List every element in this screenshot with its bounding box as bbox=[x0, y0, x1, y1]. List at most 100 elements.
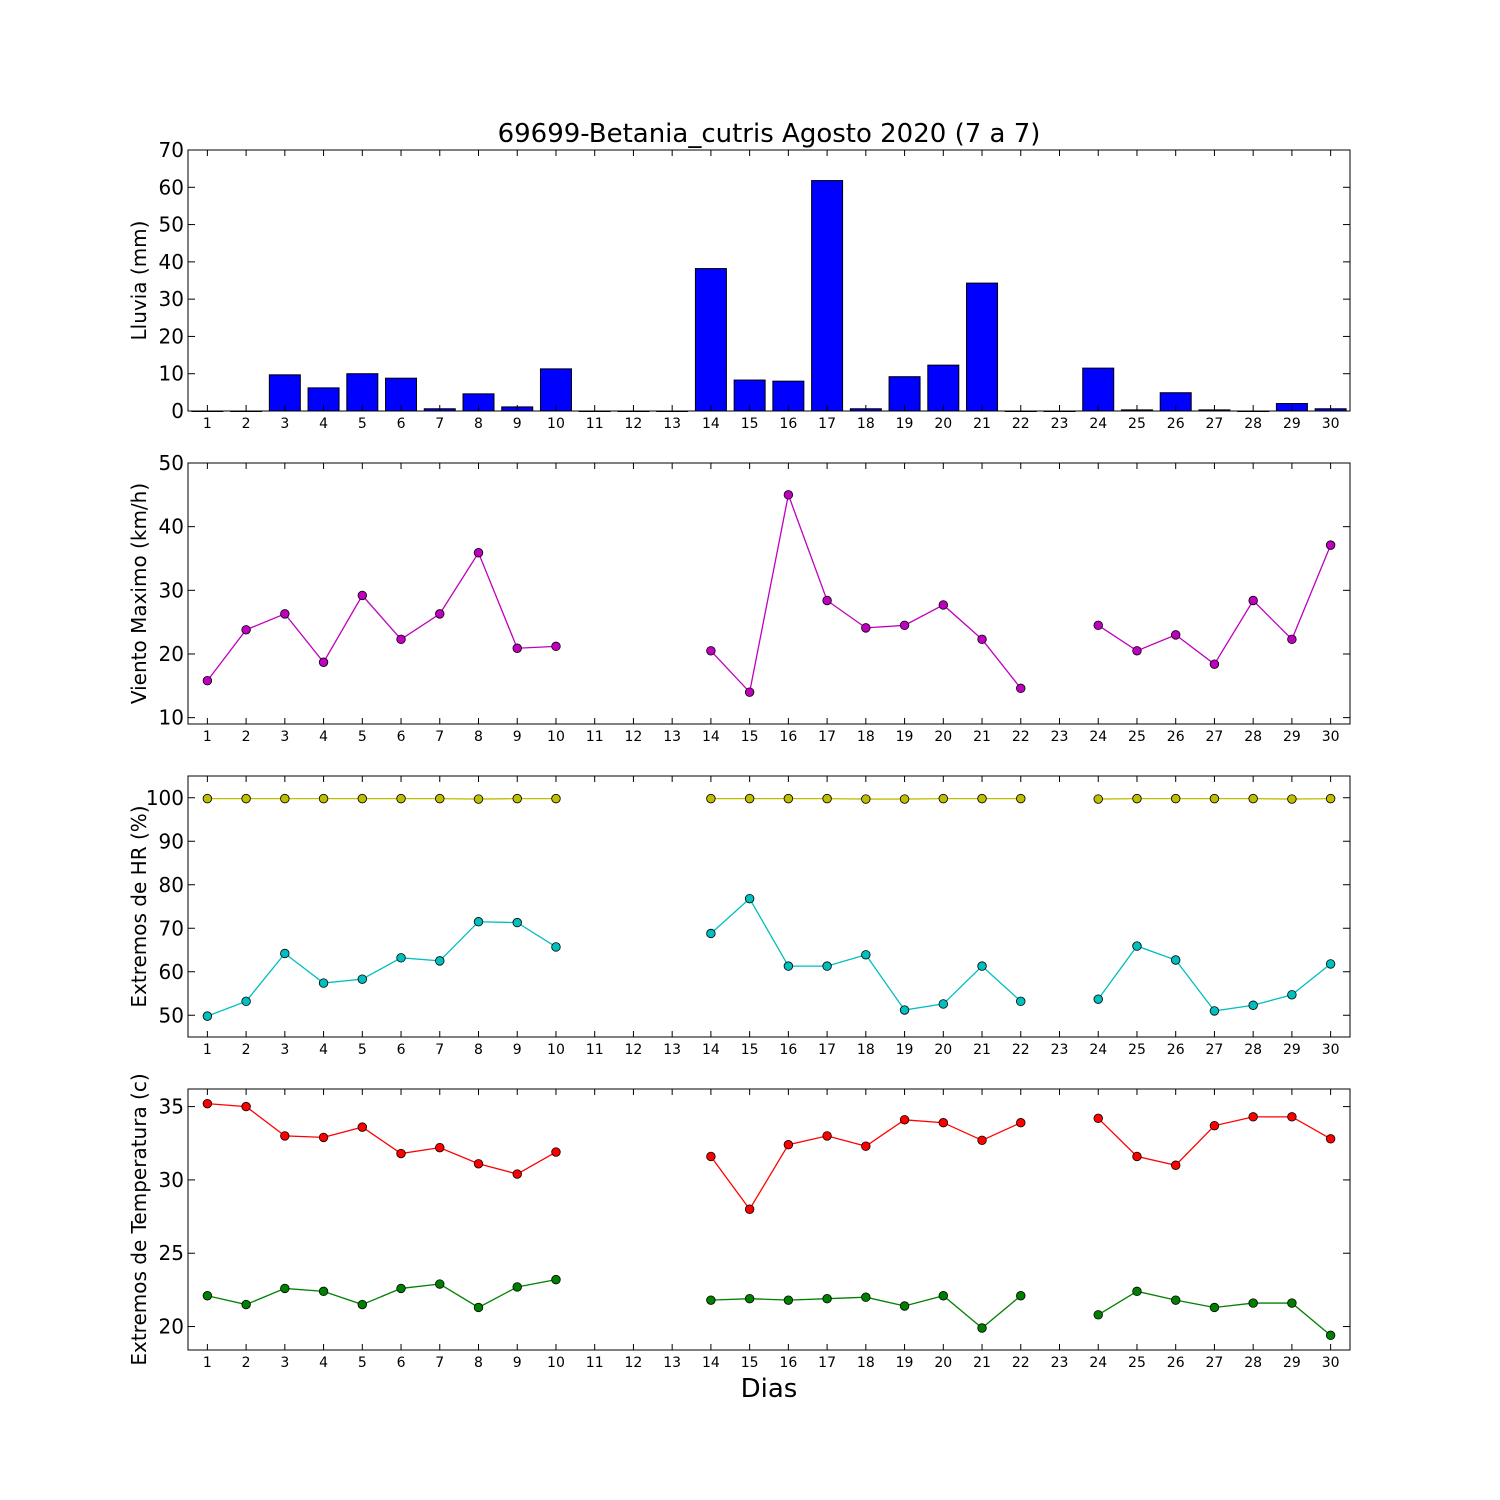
series-1-point-day-1 bbox=[202, 1098, 213, 1109]
x-tick-label: 20 bbox=[934, 1355, 952, 1371]
bar-day-3 bbox=[268, 374, 301, 412]
x-tick-label: 30 bbox=[1322, 1355, 1340, 1371]
y-tick-label: 100 bbox=[146, 786, 184, 810]
series-1-point-day-27 bbox=[1209, 793, 1220, 804]
x-tick-label: 6 bbox=[397, 1355, 406, 1371]
bar-day-24 bbox=[1082, 367, 1115, 412]
series-2-point-day-15 bbox=[744, 893, 755, 904]
x-tick-label: 18 bbox=[857, 729, 875, 745]
chart-title: 69699-Betania_cutris Agosto 2020 (7 a 7) bbox=[498, 119, 1041, 149]
x-tick-label: 21 bbox=[973, 1042, 991, 1058]
series-1-point-day-27 bbox=[1209, 1120, 1220, 1131]
panel-frame bbox=[187, 462, 1351, 725]
x-tick-label: 19 bbox=[896, 1355, 914, 1371]
series-2-point-day-21 bbox=[977, 961, 987, 971]
series-2-point-day-16 bbox=[783, 961, 794, 971]
y-tick-label: 70 bbox=[159, 138, 184, 162]
bar-day-10 bbox=[539, 368, 572, 412]
series-1-point-day-15 bbox=[744, 1204, 755, 1214]
y-tick-label: 35 bbox=[159, 1095, 184, 1119]
x-tick-label: 2 bbox=[242, 416, 251, 432]
series-1-point-day-2 bbox=[241, 793, 251, 804]
x-tick-label: 4 bbox=[319, 1042, 328, 1058]
x-tick-label: 18 bbox=[857, 1042, 875, 1058]
x-tick-label: 21 bbox=[973, 729, 991, 745]
series-1-point-day-9 bbox=[512, 643, 522, 653]
series-2-point-day-8 bbox=[473, 917, 484, 927]
x-tick-label: 28 bbox=[1244, 1355, 1262, 1371]
x-tick-label: 5 bbox=[358, 416, 367, 432]
x-tick-label: 12 bbox=[625, 729, 643, 745]
x-tick-label: 15 bbox=[741, 729, 759, 745]
series-2-point-day-24 bbox=[1093, 1310, 1103, 1320]
x-tick-label: 13 bbox=[663, 1042, 681, 1058]
series-1-point-day-8 bbox=[473, 1159, 484, 1169]
series-2-point-day-15 bbox=[744, 1293, 755, 1304]
x-tick-label: 7 bbox=[435, 729, 444, 745]
x-tick-label: 23 bbox=[1051, 416, 1069, 432]
y-tick-label: 25 bbox=[159, 1241, 184, 1265]
series-1-point-day-28 bbox=[1248, 595, 1258, 606]
series-1-point-day-20 bbox=[938, 600, 949, 610]
series-2-point-day-28 bbox=[1248, 1298, 1258, 1308]
series-1-point-day-21 bbox=[977, 1135, 987, 1146]
series-1-point-day-9 bbox=[512, 1169, 522, 1179]
x-tick-label: 15 bbox=[741, 416, 759, 432]
series-2-point-day-25 bbox=[1132, 941, 1142, 951]
x-tick-label: 30 bbox=[1322, 1042, 1340, 1058]
x-tick-label: 5 bbox=[358, 1042, 367, 1058]
series-1-point-day-7 bbox=[435, 609, 445, 619]
x-tick-label: 23 bbox=[1051, 729, 1069, 745]
x-tick-label: 2 bbox=[242, 1042, 251, 1058]
y-tick-label: 30 bbox=[159, 578, 184, 602]
series-2-point-day-5 bbox=[357, 974, 368, 984]
series-1-point-day-20 bbox=[938, 1118, 949, 1128]
x-tick-label: 22 bbox=[1012, 729, 1030, 745]
series-2-point-day-6 bbox=[396, 1283, 406, 1294]
series-2-point-day-20 bbox=[938, 999, 949, 1009]
x-tick-label: 1 bbox=[203, 1355, 212, 1371]
y-tick-label: 80 bbox=[159, 873, 184, 897]
series-1-point-day-18 bbox=[861, 623, 871, 633]
y-axis-label: Lluvia (mm) bbox=[127, 221, 151, 341]
series-1-line-2 bbox=[710, 492, 1022, 694]
x-tick-label: 13 bbox=[663, 729, 681, 745]
x-tick-label: 7 bbox=[435, 1042, 444, 1058]
series-2-point-day-4 bbox=[318, 978, 329, 988]
series-1-point-day-17 bbox=[822, 793, 832, 804]
series-1-point-day-27 bbox=[1209, 659, 1220, 669]
series-2-point-day-9 bbox=[512, 1282, 522, 1292]
x-tick-label: 18 bbox=[857, 1355, 875, 1371]
series-1-point-day-26 bbox=[1170, 1160, 1181, 1170]
x-tick-label: 26 bbox=[1167, 1355, 1185, 1371]
x-tick-label: 12 bbox=[625, 1355, 643, 1371]
series-1-point-day-1 bbox=[202, 676, 213, 686]
x-tick-label: 12 bbox=[625, 416, 643, 432]
x-tick-label: 4 bbox=[319, 729, 328, 745]
x-tick-label: 26 bbox=[1167, 416, 1185, 432]
series-1-point-day-8 bbox=[473, 794, 484, 804]
series-1-point-day-14 bbox=[706, 793, 716, 804]
x-tick-label: 29 bbox=[1283, 1042, 1301, 1058]
series-1-point-day-22 bbox=[1016, 1118, 1026, 1128]
series-2-point-day-10 bbox=[551, 942, 561, 952]
x-tick-label: 9 bbox=[513, 729, 522, 745]
series-1-line-1 bbox=[206, 551, 557, 682]
series-1-point-day-5 bbox=[357, 1122, 368, 1132]
series-2-point-day-7 bbox=[435, 1279, 445, 1289]
x-tick-label: 16 bbox=[779, 729, 797, 745]
series-1-point-day-29 bbox=[1287, 634, 1297, 645]
x-tick-label: 17 bbox=[818, 416, 836, 432]
x-tick-label: 9 bbox=[513, 1355, 522, 1371]
x-tick-label: 28 bbox=[1244, 729, 1262, 745]
bar-day-17 bbox=[811, 180, 844, 412]
series-1-line-1 bbox=[207, 1103, 557, 1175]
x-tick-label: 1 bbox=[203, 729, 212, 745]
series-1-point-day-18 bbox=[861, 1141, 871, 1151]
series-2-point-day-9 bbox=[512, 917, 522, 928]
x-tick-label: 5 bbox=[358, 1355, 367, 1371]
x-tick-label: 8 bbox=[474, 729, 483, 745]
x-tick-label: 9 bbox=[513, 1042, 522, 1058]
